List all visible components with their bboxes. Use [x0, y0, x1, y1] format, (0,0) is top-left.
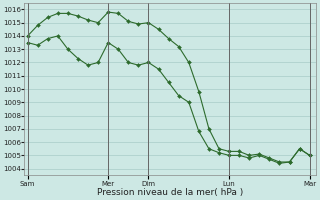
X-axis label: Pression niveau de la mer( hPa ): Pression niveau de la mer( hPa ) — [97, 188, 244, 197]
